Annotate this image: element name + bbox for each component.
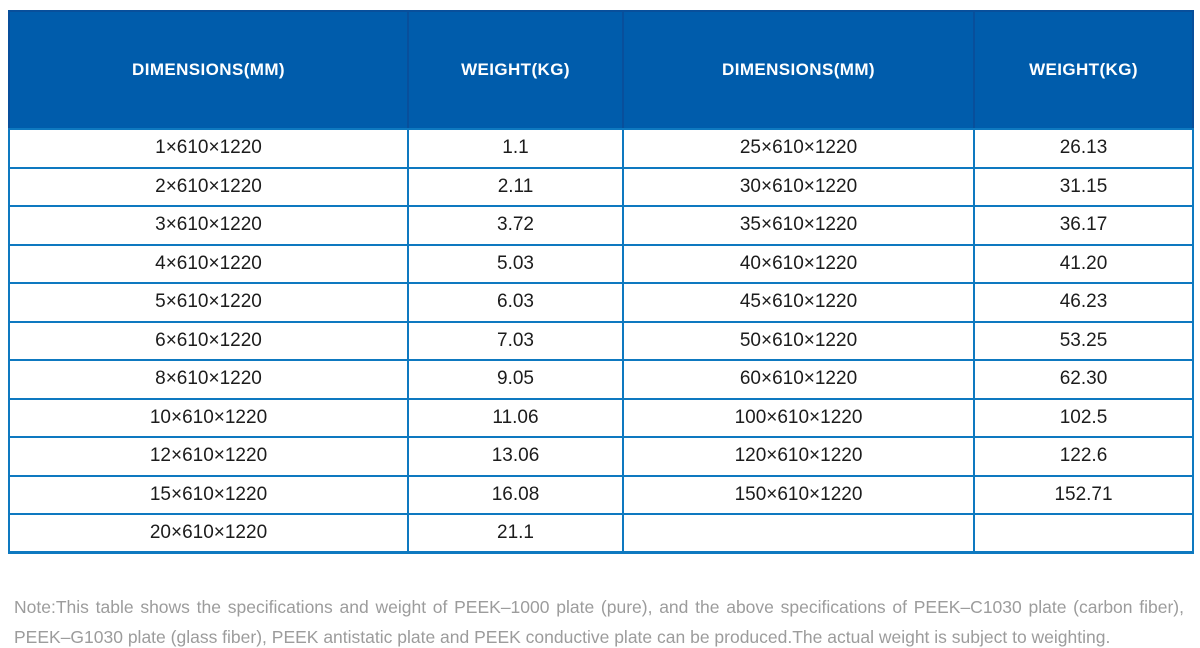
weight-cell: 21.1 [407,513,624,554]
note-line-2: PEEK–G1030 plate (glass fiber), PEEK ant… [14,627,1111,647]
weight-cell: 102.5 [973,397,1194,438]
table-row: 2×610×1220 2.11 30×610×1220 31.15 [8,166,1194,207]
dimensions-cell: 45×610×1220 [622,282,975,323]
table-row: 20×610×1220 21.1 [8,513,1194,554]
dimensions-cell: 20×610×1220 [8,513,409,554]
dimensions-cell: 2×610×1220 [8,166,409,207]
weight-cell: 41.20 [973,243,1194,284]
header-row: DIMENSIONS(MM) WEIGHT(KG) DIMENSIONS(MM)… [8,10,1194,130]
column-header-dimensions-right: DIMENSIONS(MM) [622,10,975,130]
dimensions-cell: 30×610×1220 [622,166,975,207]
weight-cell: 6.03 [407,282,624,323]
weight-cell: 36.17 [973,205,1194,246]
column-header-dimensions-left: DIMENSIONS(MM) [8,10,409,130]
weight-cell: 31.15 [973,166,1194,207]
column-header-weight-right: WEIGHT(KG) [973,10,1194,130]
dimensions-cell: 8×610×1220 [8,359,409,400]
weight-cell: 5.03 [407,243,624,284]
weight-cell: 13.06 [407,436,624,477]
weight-cell [973,513,1194,554]
table-row: 12×610×1220 13.06 120×610×1220 122.6 [8,436,1194,477]
dimensions-cell: 50×610×1220 [622,320,975,361]
weight-cell: 122.6 [973,436,1194,477]
note-text: Note:This table shows the specifications… [14,592,1184,648]
note-line-1: Note:This table shows the specifications… [14,597,1184,617]
weight-cell: 53.25 [973,320,1194,361]
dimensions-cell: 5×610×1220 [8,282,409,323]
weight-cell: 2.11 [407,166,624,207]
table-row: 6×610×1220 7.03 50×610×1220 53.25 [8,320,1194,361]
dimensions-cell: 25×610×1220 [622,128,975,169]
dimensions-cell: 1×610×1220 [8,128,409,169]
dimensions-cell: 100×610×1220 [622,397,975,438]
spec-table-body: 1×610×1220 1.1 25×610×1220 26.13 2×610×1220 2… [8,128,1194,554]
weight-cell: 3.72 [407,205,624,246]
weight-cell: 16.08 [407,474,624,515]
table-row: 3×610×1220 3.72 35×610×1220 36.17 [8,205,1194,246]
dimensions-cell: 150×610×1220 [622,474,975,515]
dimensions-cell: 10×610×1220 [8,397,409,438]
dimensions-cell: 6×610×1220 [8,320,409,361]
dimensions-cell: 40×610×1220 [622,243,975,284]
spec-table-header: DIMENSIONS(MM) WEIGHT(KG) DIMENSIONS(MM)… [8,10,1194,130]
dimensions-cell: 15×610×1220 [8,474,409,515]
weight-cell: 7.03 [407,320,624,361]
weight-cell: 152.71 [973,474,1194,515]
column-header-weight-left: WEIGHT(KG) [407,10,624,130]
weight-cell: 1.1 [407,128,624,169]
table-row: 1×610×1220 1.1 25×610×1220 26.13 [8,128,1194,169]
weight-cell: 46.23 [973,282,1194,323]
weight-cell: 26.13 [973,128,1194,169]
table-row: 5×610×1220 6.03 45×610×1220 46.23 [8,282,1194,323]
weight-cell: 9.05 [407,359,624,400]
dimensions-cell [622,513,975,554]
table-row: 4×610×1220 5.03 40×610×1220 41.20 [8,243,1194,284]
dimensions-cell: 35×610×1220 [622,205,975,246]
weight-cell: 11.06 [407,397,624,438]
dimensions-cell: 3×610×1220 [8,205,409,246]
table-row: 8×610×1220 9.05 60×610×1220 62.30 [8,359,1194,400]
dimensions-cell: 12×610×1220 [8,436,409,477]
dimensions-cell: 4×610×1220 [8,243,409,284]
table-row: 15×610×1220 16.08 150×610×1220 152.71 [8,474,1194,515]
weight-cell: 62.30 [973,359,1194,400]
table-row: 10×610×1220 11.06 100×610×1220 102.5 [8,397,1194,438]
dimensions-cell: 120×610×1220 [622,436,975,477]
dimensions-cell: 60×610×1220 [622,359,975,400]
spec-table: DIMENSIONS(MM) WEIGHT(KG) DIMENSIONS(MM)… [8,10,1194,554]
